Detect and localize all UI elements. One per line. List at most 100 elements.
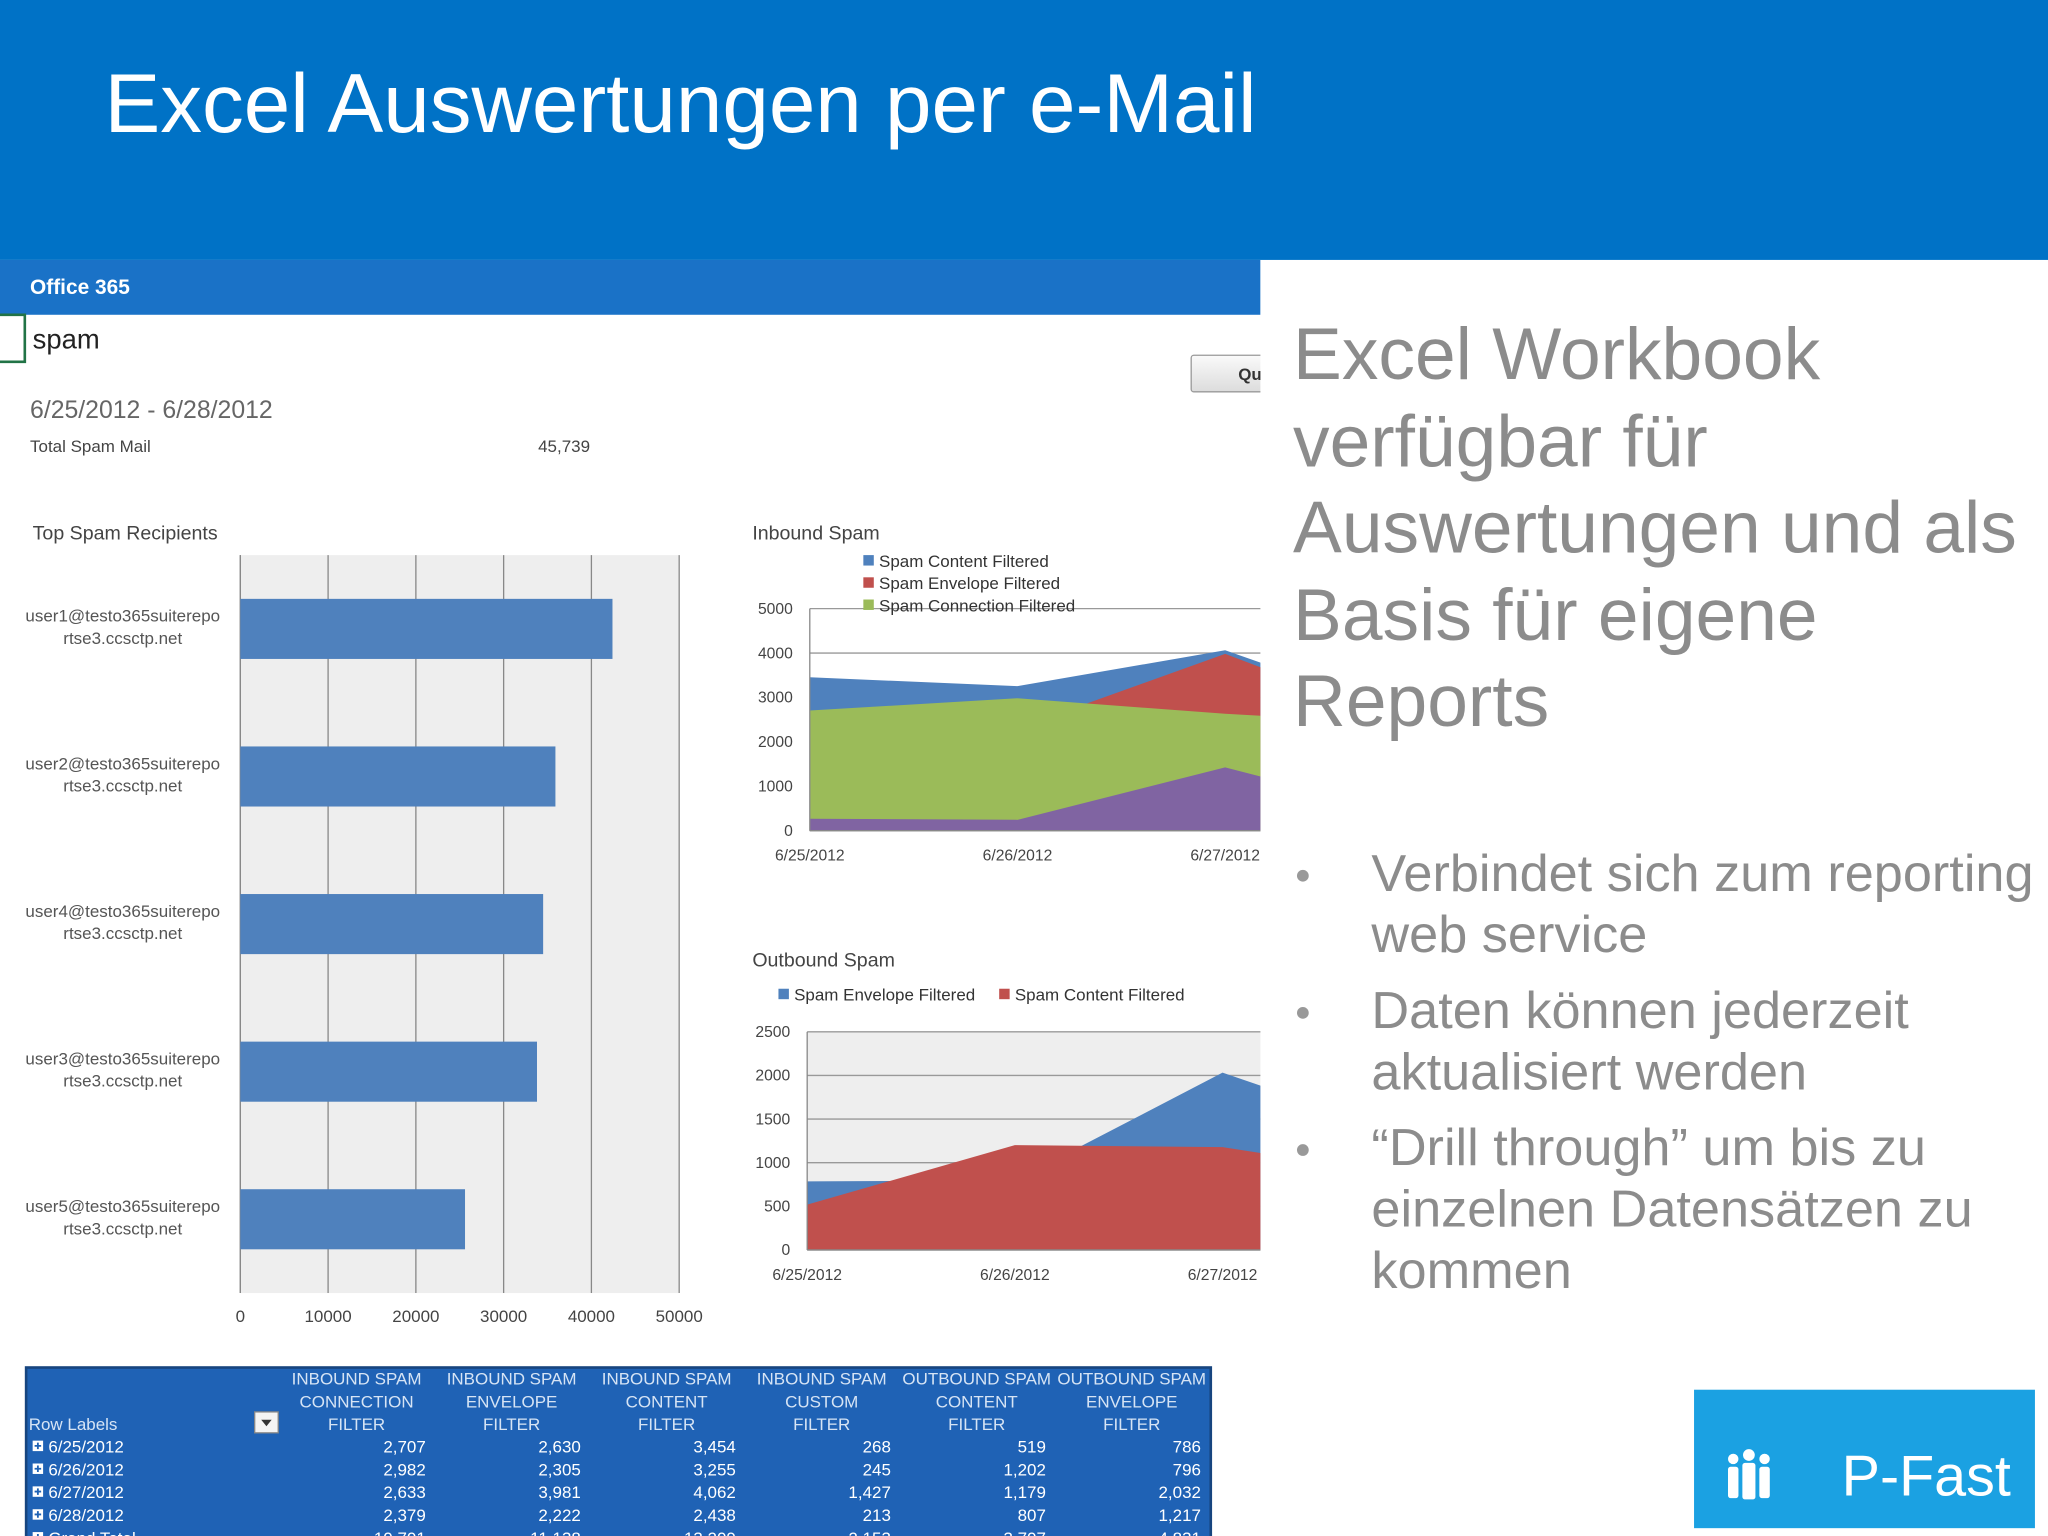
table-cell: 807 [1018, 1506, 1046, 1525]
slide-title: Excel Auswertungen per e-Mail [104, 56, 1256, 150]
table-cell: 2,707 [383, 1437, 425, 1456]
table-cell: 2,630 [538, 1437, 580, 1456]
table-header: CONTENT [936, 1392, 1018, 1411]
table-header: ENVELOPE [466, 1392, 557, 1411]
category-label-box: user4@testo365suiterepo rtse3.ccsctp.net [25, 900, 221, 943]
y-tick-label: 2500 [755, 1024, 790, 1041]
bar [240, 894, 544, 955]
table-header: OUTBOUND SPAM [1057, 1369, 1206, 1388]
category-label-box: user3@testo365suiterepo rtse3.ccsctp.net [25, 1048, 221, 1090]
table-cell: 1,427 [848, 1483, 890, 1502]
date-range: 6/25/2012 - 6/28/2012 [30, 397, 273, 424]
table-header: INBOUND SPAM [757, 1369, 887, 1388]
table-cell: 13,209 [684, 1529, 736, 1536]
x-tick-label: 6/25/2012 [772, 1267, 842, 1284]
expand-plus [34, 1465, 42, 1472]
legend-swatch [863, 577, 874, 588]
table-cell: 2,438 [693, 1506, 735, 1525]
category-label: user3@testo365suiterepo rtse3.ccsctp.net [25, 1048, 221, 1090]
chart-title: Inbound Spam [752, 522, 879, 544]
table-cell: 786 [1173, 1437, 1201, 1456]
category-label-box: user5@testo365suiterepo rtse3.ccsctp.net [25, 1196, 220, 1238]
bullet-item: “Drill through” um bis zu einzelnen Date… [1293, 1118, 2037, 1302]
y-tick-label: 1500 [755, 1111, 790, 1128]
filter-arrow [261, 1419, 272, 1427]
bullet-dot [1296, 869, 1309, 882]
area [809, 767, 1261, 831]
expand-plus [34, 1511, 42, 1518]
table-cell: 11,138 [530, 1529, 581, 1536]
x-tick-label: 6/25/2012 [775, 848, 845, 865]
row-label: 6/28/2012 [48, 1506, 124, 1525]
table-cell: 3,981 [538, 1483, 580, 1502]
table-cell: 1,217 [1159, 1506, 1201, 1525]
bar [240, 598, 613, 659]
x-tick-label: 6/27/2012 [1188, 1267, 1258, 1284]
panel-bullets-box: Verbindet sich zum reporting web service… [1293, 844, 2037, 1302]
table-cell: 796 [1173, 1460, 1201, 1479]
bar [240, 1041, 537, 1102]
table-header: ENVELOPE [1086, 1392, 1177, 1411]
table-header: Row Labels [29, 1415, 118, 1434]
screenshot: Office 365 spam Qu 6/25/2012 - 6/28/2012… [0, 259, 1282, 1536]
cell-cursor [0, 313, 27, 364]
sheet-name: spam [33, 324, 100, 355]
legend-label: Spam Content Filtered [879, 552, 1049, 571]
area [807, 1145, 1261, 1250]
expand-plus [36, 1534, 39, 1536]
bullet-item: Verbindet sich zum reporting web service [1293, 844, 2037, 967]
table-header: FILTER [793, 1415, 850, 1434]
y-tick-label: 2000 [758, 734, 793, 751]
y-tick-label: 2000 [755, 1068, 790, 1085]
table-header: OUTBOUND SPAM [902, 1369, 1051, 1388]
total-value: 45,739 [538, 437, 590, 456]
bullet-item: Daten können jederzeit aktualisiert werd… [1293, 981, 2037, 1104]
table-cell: 4,062 [693, 1483, 735, 1502]
bullet-text: Daten können jederzeit aktualisiert werd… [1371, 982, 1909, 1102]
row-label: 6/25/2012 [48, 1437, 124, 1456]
button[interactable] [1190, 354, 1282, 393]
expand-plus [34, 1488, 42, 1495]
legend-swatch [863, 599, 874, 610]
bullet-dot [1296, 1144, 1309, 1156]
x-tick-label: 0 [236, 1307, 245, 1326]
y-tick-label: 1000 [758, 779, 793, 796]
table-header: CONTENT [626, 1392, 708, 1411]
x-tick-label: 10000 [305, 1307, 352, 1326]
table-header: FILTER [948, 1415, 1005, 1434]
category-label-box: user2@testo365suiterepo rtse3.ccsctp.net [25, 753, 220, 795]
y-tick-label: 0 [784, 823, 793, 840]
expand-plus [34, 1442, 42, 1450]
table-cell: 10,701 [374, 1529, 426, 1536]
table-cell: 519 [1018, 1437, 1046, 1456]
table-header: FILTER [638, 1415, 695, 1434]
category-label: user1@testo365suiterepo rtse3.ccsctp.net [25, 605, 221, 648]
logo-icon [1728, 1449, 1770, 1500]
x-tick-label: 20000 [392, 1307, 439, 1326]
legend-label: Spam Envelope Filtered [794, 985, 975, 1004]
bullet-list: Verbindet sich zum reporting web service… [1293, 844, 2037, 1302]
table-header: INBOUND SPAM [602, 1369, 732, 1388]
panel-heading: Excel Workbook verfügbar für Auswertunge… [1293, 312, 2017, 742]
category-label: user4@testo365suiterepo rtse3.ccsctp.net [25, 900, 221, 943]
table-bg [24, 1366, 1213, 1536]
x-tick-label: 6/27/2012 [1190, 848, 1260, 865]
chart-title: Top Spam Recipients [33, 522, 218, 544]
button-label[interactable]: Qu [1238, 365, 1262, 384]
table-header: FILTER [1103, 1415, 1160, 1434]
category-label-box: user1@testo365suiterepo rtse3.ccsctp.net [25, 605, 221, 648]
x-tick-label: 30000 [480, 1307, 527, 1326]
table-cell: 245 [863, 1460, 891, 1479]
table-cell: 2,982 [383, 1460, 425, 1479]
legend-label: Spam Connection Filtered [879, 596, 1075, 615]
table-cell: 3,707 [1003, 1529, 1045, 1536]
table-cell: 2,379 [383, 1506, 425, 1525]
y-tick-label: 0 [781, 1242, 790, 1259]
table-cell: 2,222 [538, 1506, 580, 1525]
table-header: INBOUND SPAM [292, 1369, 422, 1388]
x-tick-label: 50000 [656, 1307, 703, 1326]
table-cell: 2,305 [538, 1460, 580, 1479]
table-cell: 2,032 [1159, 1483, 1201, 1502]
